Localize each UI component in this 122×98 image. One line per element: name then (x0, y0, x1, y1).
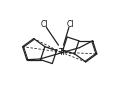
Text: Cl: Cl (41, 20, 48, 29)
Text: Cl: Cl (66, 20, 74, 29)
Text: Ti: Ti (58, 48, 64, 57)
